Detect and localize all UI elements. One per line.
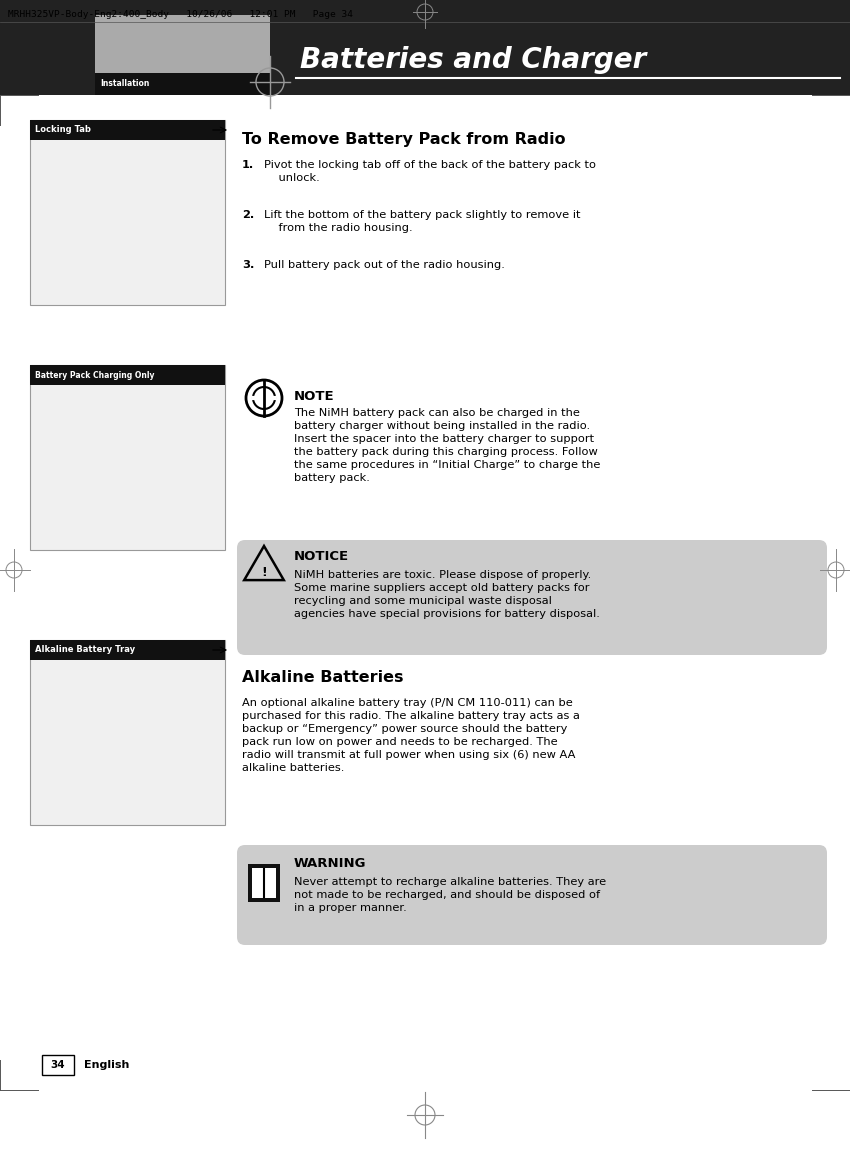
Text: Locking Tab: Locking Tab (35, 125, 91, 135)
Text: Alkaline Batteries: Alkaline Batteries (242, 670, 404, 685)
FancyBboxPatch shape (30, 120, 225, 140)
FancyBboxPatch shape (42, 1055, 74, 1075)
FancyBboxPatch shape (95, 15, 270, 95)
FancyBboxPatch shape (237, 845, 827, 945)
Text: The NiMH battery pack can also be charged in the
battery charger without being i: The NiMH battery pack can also be charge… (294, 408, 600, 483)
Text: Pull battery pack out of the radio housing.: Pull battery pack out of the radio housi… (264, 260, 505, 270)
FancyBboxPatch shape (0, 0, 850, 95)
Text: 2.: 2. (242, 210, 254, 220)
Text: NOTE: NOTE (294, 390, 335, 402)
FancyBboxPatch shape (30, 120, 225, 305)
Text: NOTICE: NOTICE (294, 550, 349, 564)
Text: Battery Pack Charging Only: Battery Pack Charging Only (35, 370, 155, 380)
Text: To Remove Battery Pack from Radio: To Remove Battery Pack from Radio (242, 132, 565, 147)
Text: Installation: Installation (100, 79, 150, 89)
Text: !: ! (261, 566, 267, 578)
Text: English: English (84, 1060, 129, 1070)
Text: Alkaline Battery Tray: Alkaline Battery Tray (35, 645, 135, 654)
Text: 34: 34 (51, 1060, 65, 1070)
Text: WARNING: WARNING (294, 857, 366, 871)
Text: MRHH325VP-Body-Eng2:400_Body   10/26/06   12:01 PM   Page 34: MRHH325VP-Body-Eng2:400_Body 10/26/06 12… (8, 10, 353, 20)
Text: 1.: 1. (242, 160, 254, 170)
FancyBboxPatch shape (95, 72, 270, 95)
FancyBboxPatch shape (252, 868, 276, 898)
Text: 3.: 3. (242, 260, 254, 270)
Text: An optional alkaline battery tray (P/N CM 110-011) can be
purchased for this rad: An optional alkaline battery tray (P/N C… (242, 698, 580, 773)
Text: Lift the bottom of the battery pack slightly to remove it
    from the radio hou: Lift the bottom of the battery pack slig… (264, 210, 581, 232)
FancyBboxPatch shape (30, 365, 225, 550)
Text: NiMH batteries are toxic. Please dispose of properly.
Some marine suppliers acce: NiMH batteries are toxic. Please dispose… (294, 570, 600, 619)
Text: Pivot the locking tab off of the back of the battery pack to
    unlock.: Pivot the locking tab off of the back of… (264, 160, 596, 183)
FancyBboxPatch shape (248, 864, 280, 902)
Text: Never attempt to recharge alkaline batteries. They are
not made to be recharged,: Never attempt to recharge alkaline batte… (294, 877, 606, 913)
Text: Batteries and Charger: Batteries and Charger (300, 46, 646, 74)
FancyBboxPatch shape (237, 540, 827, 656)
FancyBboxPatch shape (30, 641, 225, 660)
FancyBboxPatch shape (30, 365, 225, 385)
FancyBboxPatch shape (30, 641, 225, 825)
